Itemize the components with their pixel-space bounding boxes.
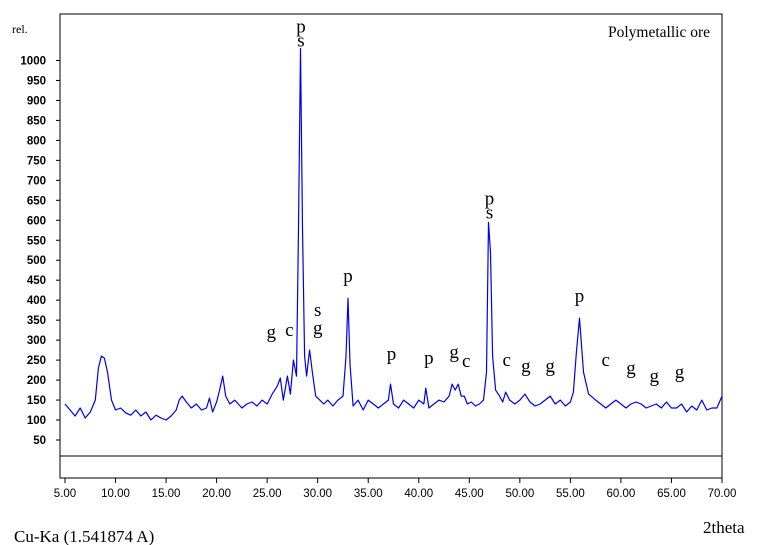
y-axis-label: rel. <box>12 22 28 36</box>
y-tick-label: 500 <box>27 255 46 267</box>
x-tick-label: 10.00 <box>101 488 130 500</box>
x-tick-label: 45.00 <box>455 488 484 500</box>
x-tick-label: 35.00 <box>354 488 383 500</box>
x-tick-label: 60.00 <box>607 488 636 500</box>
y-tick-label: 800 <box>27 135 46 147</box>
y-tick-label: 350 <box>27 315 46 327</box>
peak-label-s: s <box>486 202 493 223</box>
peak-label-s: s <box>314 300 321 321</box>
peak-label-c: c <box>285 320 293 341</box>
x-tick-label: 65.00 <box>657 488 686 500</box>
y-tick-label: 650 <box>27 195 46 207</box>
y-tick-label: 300 <box>27 335 46 347</box>
y-tick-label: 950 <box>27 75 46 87</box>
peak-label-g: g <box>545 356 555 377</box>
peak-label-c: c <box>462 351 470 372</box>
y-tick-label: 150 <box>27 395 46 407</box>
y-tick-label: 850 <box>27 115 46 127</box>
x-tick-label: 25.00 <box>253 488 282 500</box>
y-tick-label: 50 <box>33 435 46 447</box>
y-tick-label: 750 <box>27 155 46 167</box>
y-tick-label: 600 <box>27 215 46 227</box>
x-tick-label: 30.00 <box>303 488 332 500</box>
x-tick-label: 20.00 <box>202 488 231 500</box>
peak-label-p: p <box>575 286 585 307</box>
x-tick-label: 55.00 <box>556 488 585 500</box>
peak-label-g: g <box>313 318 323 339</box>
y-tick-label: 900 <box>27 95 46 107</box>
x-tick-label: 70.00 <box>708 488 737 500</box>
source-label: Cu-Ka (1.541874 A) <box>14 527 154 545</box>
peak-label-p: p <box>343 266 353 287</box>
chart-title: Polymetallic ore <box>608 24 710 41</box>
peak-label-c: c <box>502 350 510 371</box>
x-tick-label: 40.00 <box>404 488 433 500</box>
y-tick-label: 100 <box>27 415 46 427</box>
y-tick-label: 400 <box>27 295 46 307</box>
peak-label-g: g <box>449 342 459 363</box>
y-axis-ticks: 50 100 150 200 250 300 350 400 450 500 550 600 650 70… <box>20 55 60 447</box>
x-tick-label: 15.00 <box>152 488 181 500</box>
x-axis-ticks: 5.00 10.00 15.00 20.00 25.00 30.00 35.00 40.00 4… <box>54 478 737 500</box>
y-tick-label: 550 <box>27 235 46 247</box>
peak-label-c: c <box>602 350 610 371</box>
x-tick-label: 5.00 <box>54 488 76 500</box>
peak-label-g: g <box>675 362 685 383</box>
peak-label-p: p <box>296 17 306 38</box>
y-tick-label: 700 <box>27 175 46 187</box>
x-tick-label: 50.00 <box>505 488 534 500</box>
peak-label-s: s <box>297 30 304 51</box>
peak-label-g: g <box>650 366 660 387</box>
peak-label-p: p <box>387 344 397 365</box>
y-tick-label: 450 <box>27 275 46 287</box>
y-tick-label: 250 <box>27 355 46 367</box>
peak-label-g: g <box>626 358 636 379</box>
peak-label-g: g <box>521 356 531 377</box>
peak-label-p: p <box>424 348 434 369</box>
peak-label-p: p <box>485 188 495 209</box>
plot-frame <box>59 13 723 479</box>
x-axis-label: 2theta <box>703 518 745 537</box>
y-tick-label: 200 <box>27 375 46 387</box>
y-tick-label: 1000 <box>20 55 46 67</box>
peak-label-g: g <box>266 322 276 343</box>
diffraction-pattern-line <box>64 47 723 421</box>
